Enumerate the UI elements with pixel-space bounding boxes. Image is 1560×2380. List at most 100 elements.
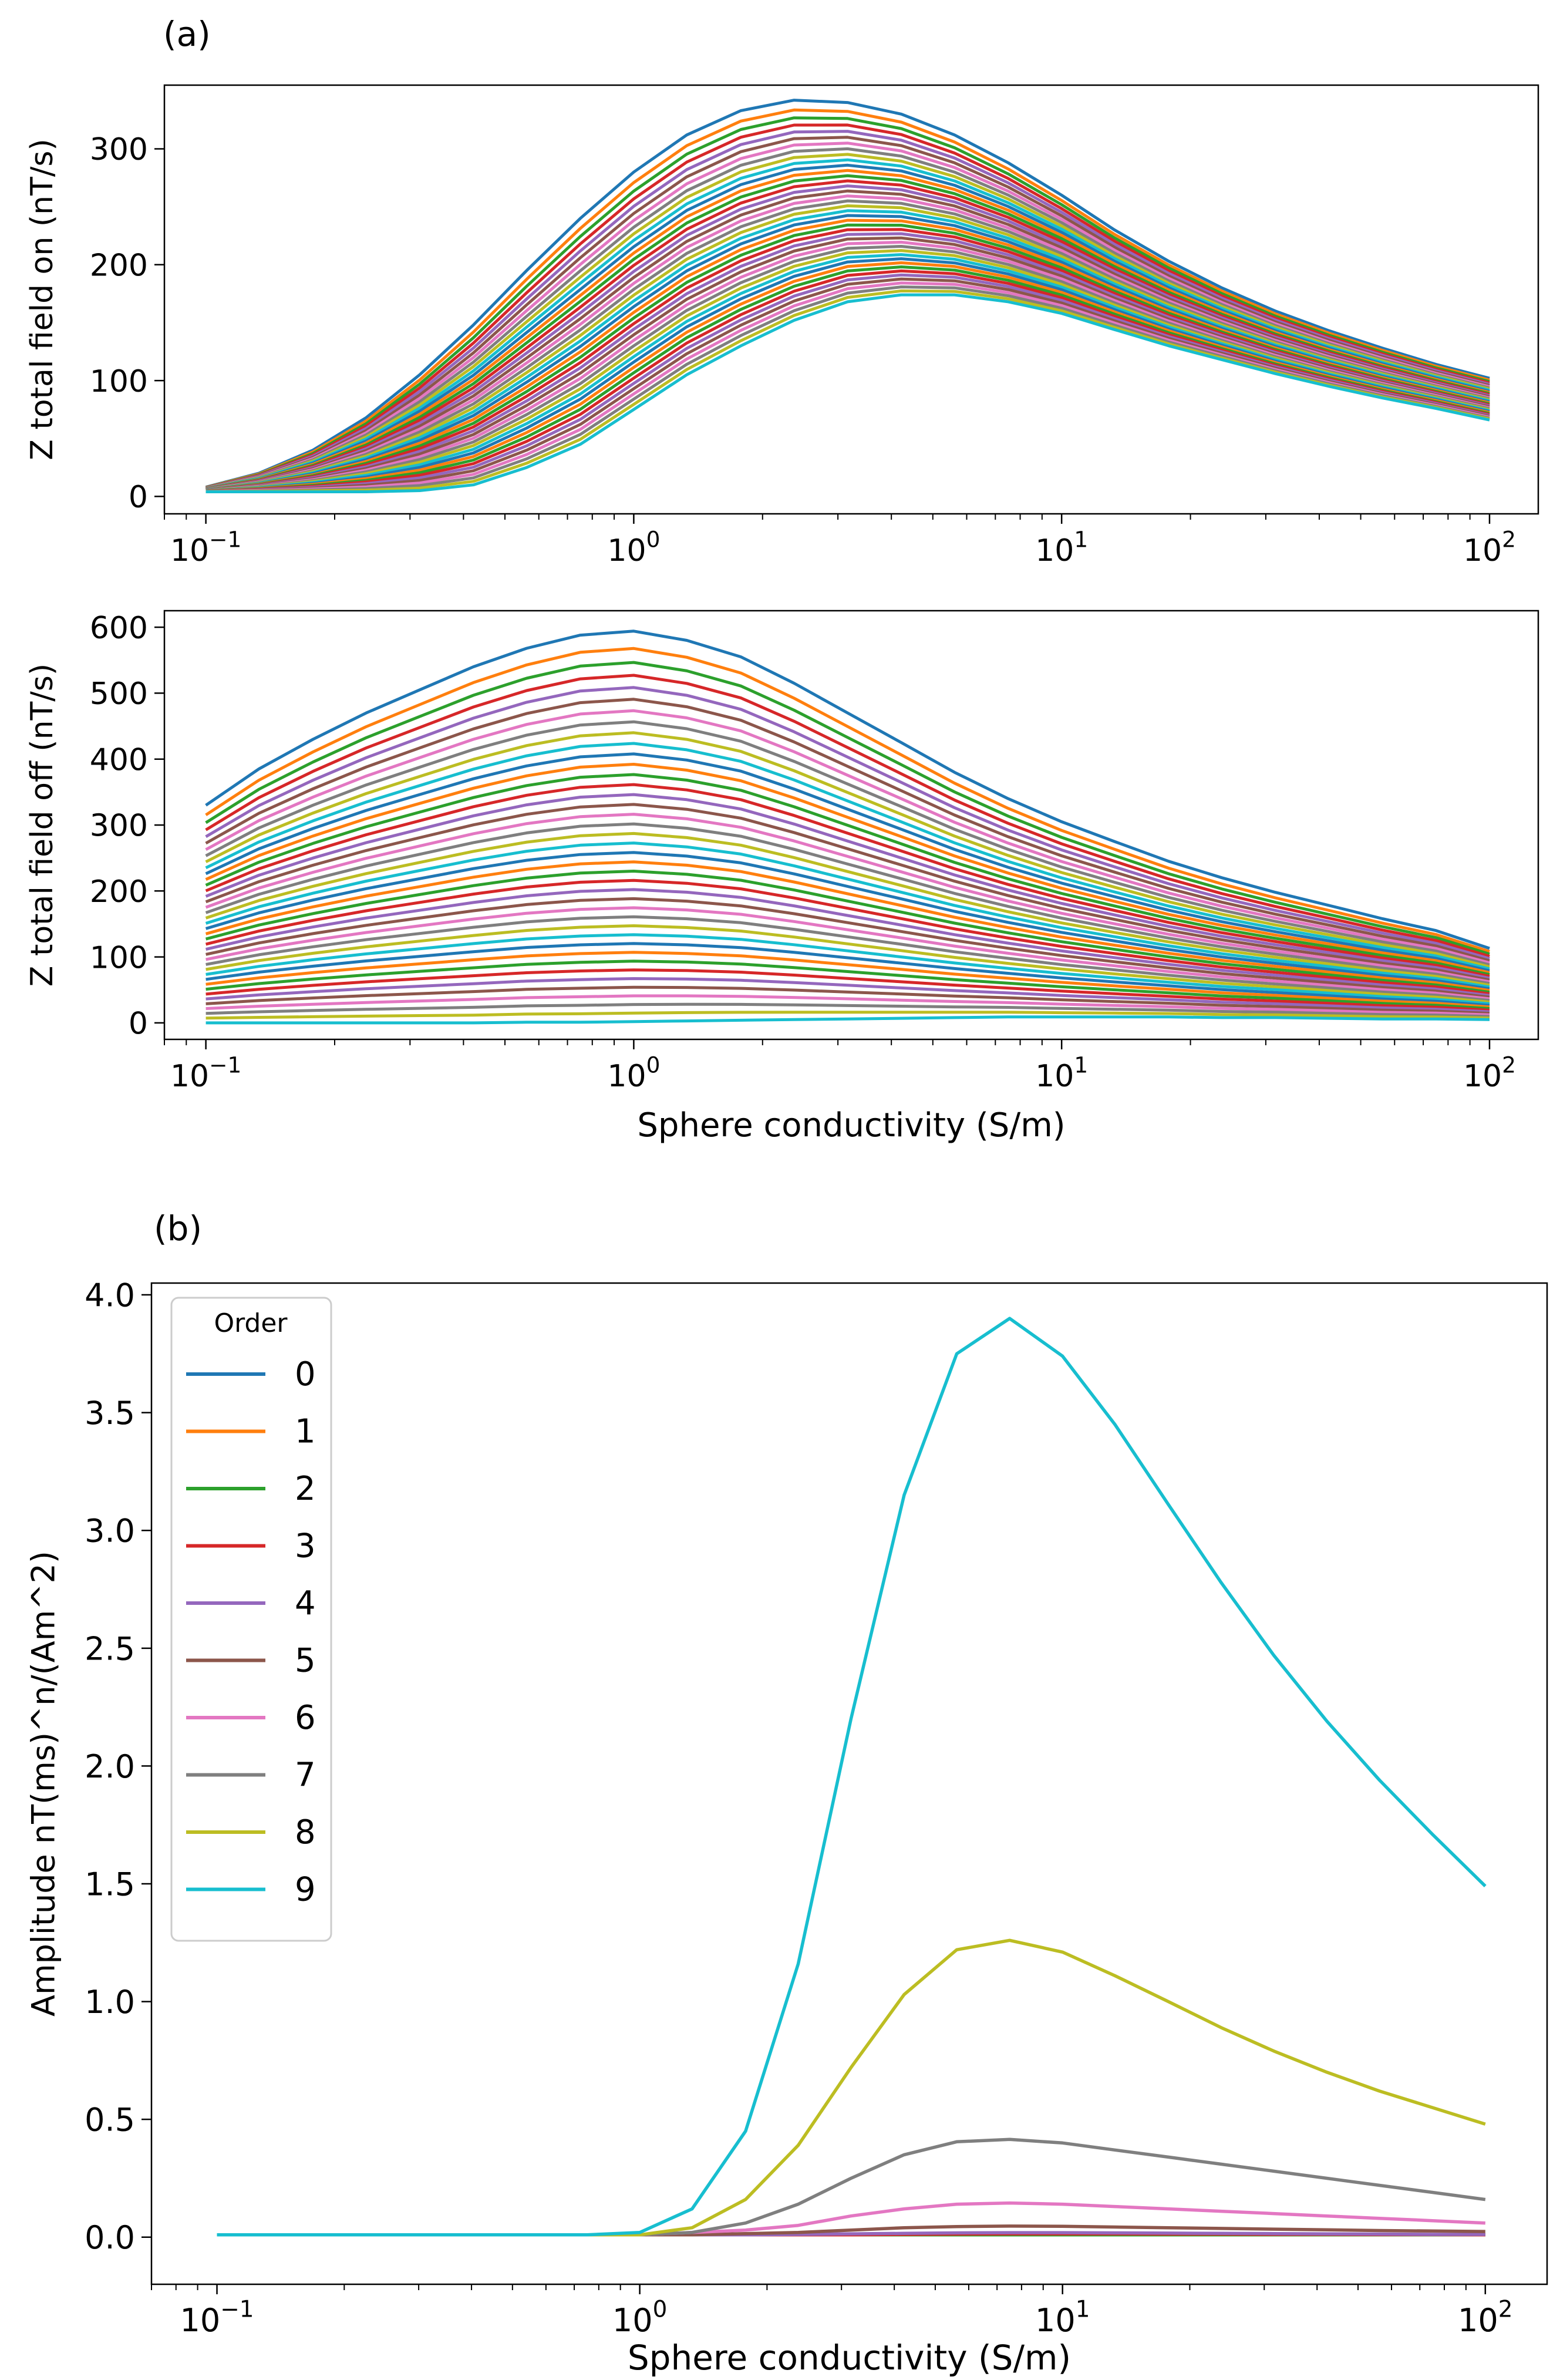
series-line-9 [205, 742, 1490, 971]
y-tick-label: 0 [129, 1006, 148, 1042]
y-axis-label: Z total field off (nT/s) [25, 664, 60, 987]
series-line-39 [205, 1015, 1490, 1025]
x-tick-label: 10−1 [170, 1052, 241, 1094]
legend-label-5: 5 [295, 1642, 316, 1680]
series-line-5 [205, 698, 1490, 962]
series-line-35 [205, 985, 1490, 1015]
series-line-7 [205, 147, 1490, 490]
series-line-23 [205, 878, 1490, 995]
series-line-15 [205, 189, 1490, 491]
series-line-5 [205, 136, 1490, 490]
legend-box [170, 1297, 332, 1942]
y-tick-label: 200 [90, 248, 148, 284]
x-tick-label: 100 [607, 1052, 660, 1094]
series-line-3 [205, 674, 1490, 958]
series-line-order-9 [217, 1317, 1487, 2237]
x-tick-label: 10−1 [180, 2297, 254, 2339]
series-line-27 [205, 915, 1490, 1002]
series-line-37 [205, 1002, 1490, 1018]
chart-z-off: 10−1 100 101 102 0 100 200 300 400 500 600 Z total … [25, 610, 1539, 1144]
plot-frame [163, 610, 1539, 1041]
series-line-6 [205, 142, 1490, 490]
y-tick-label: 600 [90, 611, 148, 646]
legend-label-7: 7 [295, 1756, 316, 1795]
legend-label-3: 3 [295, 1527, 316, 1566]
series-line-order-8 [217, 1938, 1486, 2237]
series-line-0 [205, 99, 1490, 489]
series-line-20 [205, 851, 1490, 991]
series-line-13 [205, 783, 1490, 978]
x-tick-label: 100 [612, 2297, 667, 2339]
legend-label-1: 1 [295, 1413, 316, 1451]
series-line-6 [205, 709, 1490, 965]
panel-b-label: (b) [154, 1208, 202, 1248]
plot-frame [163, 84, 1539, 515]
y-tick-label: 200 [90, 874, 148, 910]
x-tick-label: 10−1 [170, 527, 241, 568]
x-tick-label: 101 [1035, 2297, 1090, 2339]
x-axis-label: Sphere conductivity (S/m) [637, 1106, 1065, 1144]
series-line-12 [205, 773, 1490, 977]
y-tick-label: 3.0 [85, 1513, 135, 1550]
series-line-order-7 [217, 2137, 1486, 2237]
y-tick-label: 300 [90, 132, 148, 167]
y-tick-label: 500 [90, 676, 148, 712]
series-line-22 [205, 870, 1490, 994]
series-line-3 [205, 123, 1490, 489]
series-line-25 [205, 897, 1490, 999]
series-line-29 [205, 933, 1490, 1005]
series-line-8 [205, 153, 1490, 490]
y-tick-label: 1.5 [85, 1866, 135, 1903]
y-tick-label: 400 [90, 742, 148, 777]
series-line-36 [205, 994, 1490, 1016]
series-line-32 [205, 960, 1490, 1010]
series-line-10 [205, 163, 1490, 490]
x-axis-label: Sphere conductivity (S/m) [628, 2338, 1071, 2378]
series-line-4 [205, 130, 1490, 490]
legend-label-0: 0 [295, 1355, 316, 1393]
series-line-31 [205, 951, 1490, 1009]
x-tick-label: 102 [1463, 527, 1516, 568]
series-line-8 [205, 731, 1490, 969]
series-line-15 [205, 803, 1490, 982]
series-line-17 [205, 822, 1490, 985]
chart-amplitude: 10−1 100 101 1020.00.51.01.52.02.53.03.54.0… [25, 1277, 1548, 2378]
x-tick-label: 101 [1035, 527, 1088, 568]
series-line-4 [205, 686, 1490, 960]
y-tick-label: 100 [90, 364, 148, 399]
legend-label-2: 2 [295, 1470, 316, 1508]
series-line-16 [205, 813, 1490, 984]
series-line-11 [205, 169, 1490, 490]
plot-frame [150, 1282, 1548, 2285]
chart-z-on: 10−1 100 101 102 0 100 200 300 Z total field on … [25, 84, 1539, 568]
y-tick-label: 100 [90, 940, 148, 975]
x-tick-label: 101 [1035, 1052, 1088, 1094]
y-tick-label: 2.0 [85, 1748, 135, 1785]
series-line-14 [205, 184, 1490, 491]
series-line-2 [205, 661, 1490, 956]
series-line-9 [205, 158, 1490, 490]
series-line-21 [205, 860, 1490, 992]
legend-label-4: 4 [295, 1584, 316, 1622]
legend-label-9: 9 [295, 1871, 316, 1909]
y-tick-label: 2.5 [85, 1630, 135, 1667]
series-line-11 [205, 763, 1490, 974]
panel-a-label: (a) [163, 14, 211, 54]
series-line-28 [205, 924, 1490, 1004]
series-line-18 [205, 832, 1490, 987]
x-tick-label: 102 [1463, 1052, 1516, 1094]
series-line-14 [205, 793, 1490, 980]
y-tick-label: 0.5 [85, 2102, 135, 2139]
series-line-13 [205, 179, 1490, 491]
y-tick-label: 4.0 [85, 1277, 135, 1314]
series-line-39 [205, 293, 1490, 493]
x-tick-label: 102 [1458, 2297, 1512, 2339]
y-tick-label: 3.5 [85, 1395, 135, 1432]
legend-title: Order [214, 1308, 288, 1338]
y-tick-label: 0.0 [85, 2219, 135, 2256]
y-tick-label: 1.0 [85, 1984, 135, 2021]
y-axis-label: Z total field on (nT/s) [25, 139, 60, 460]
x-tick-label: 100 [607, 527, 660, 568]
series-line-24 [205, 888, 1490, 997]
